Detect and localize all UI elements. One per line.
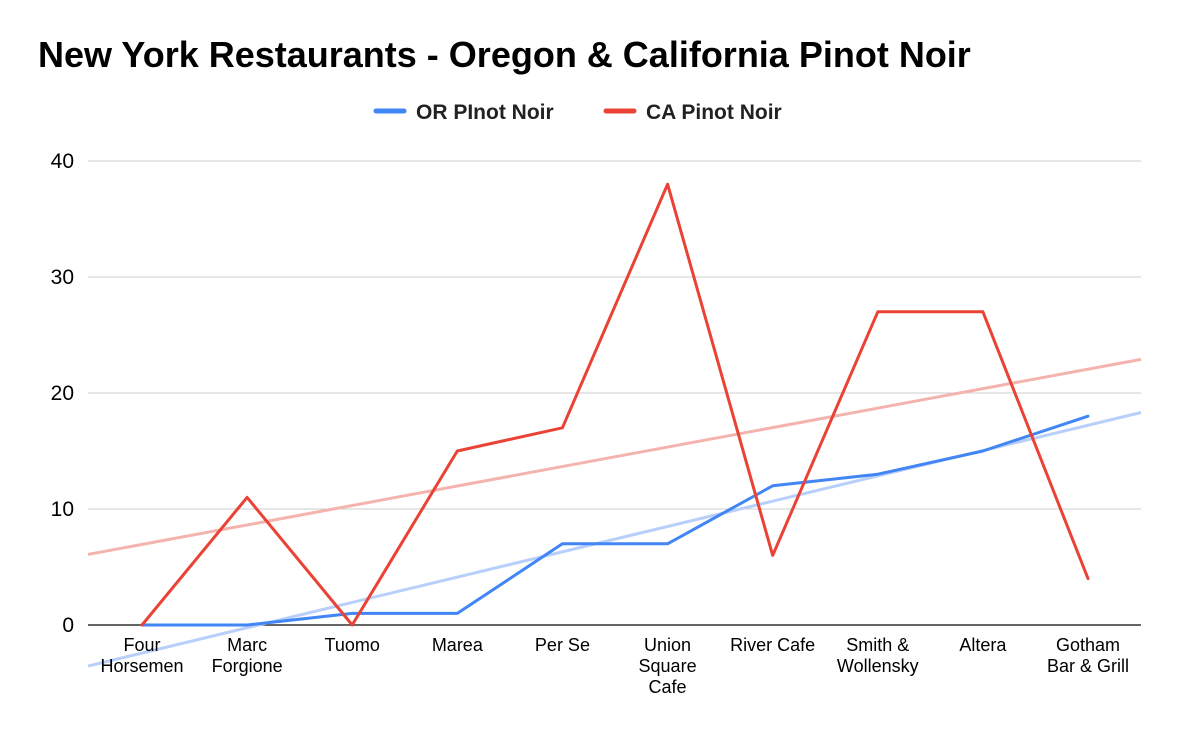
y-tick-label: 30 — [51, 266, 74, 289]
chart-title: New York Restaurants - Oregon & Californ… — [38, 34, 971, 75]
x-axis-ticks: Four Horsemen Marc Forgione Tuomo Marea Per Se… — [100, 635, 1129, 697]
y-tick-label: 40 — [51, 150, 74, 173]
y-tick-label: 20 — [51, 382, 74, 405]
x-tick-label: Marc Forgione — [212, 635, 283, 676]
x-tick-label: Four Horsemen — [100, 635, 183, 676]
x-tick-label: Per Se — [535, 635, 590, 655]
x-tick-label: Smith & Wollensky — [837, 635, 919, 676]
x-tick-label: Altera — [959, 635, 1007, 655]
legend: OR PInot Noir CA Pinot Noir — [373, 101, 782, 124]
y-axis-ticks: 0 10 20 30 40 — [51, 150, 74, 637]
y-tick-label: 10 — [51, 498, 74, 521]
gridlines — [88, 160, 1141, 626]
legend-label: CA Pinot Noir — [646, 101, 782, 124]
series-lines — [140, 182, 1090, 627]
x-tick-label: Marea — [432, 635, 484, 655]
x-tick-label: Union Square Cafe — [639, 635, 697, 697]
trendlines — [87, 357, 1142, 668]
series-line — [140, 414, 1090, 627]
legend-label: OR PInot Noir — [416, 101, 554, 124]
x-tick-label: Tuomo — [325, 635, 380, 655]
x-tick-label: Gotham Bar & Grill — [1047, 635, 1129, 676]
x-tick-label: River Cafe — [730, 635, 815, 655]
series-line — [140, 182, 1090, 627]
trendline — [87, 357, 1142, 556]
y-tick-label: 0 — [62, 614, 74, 637]
